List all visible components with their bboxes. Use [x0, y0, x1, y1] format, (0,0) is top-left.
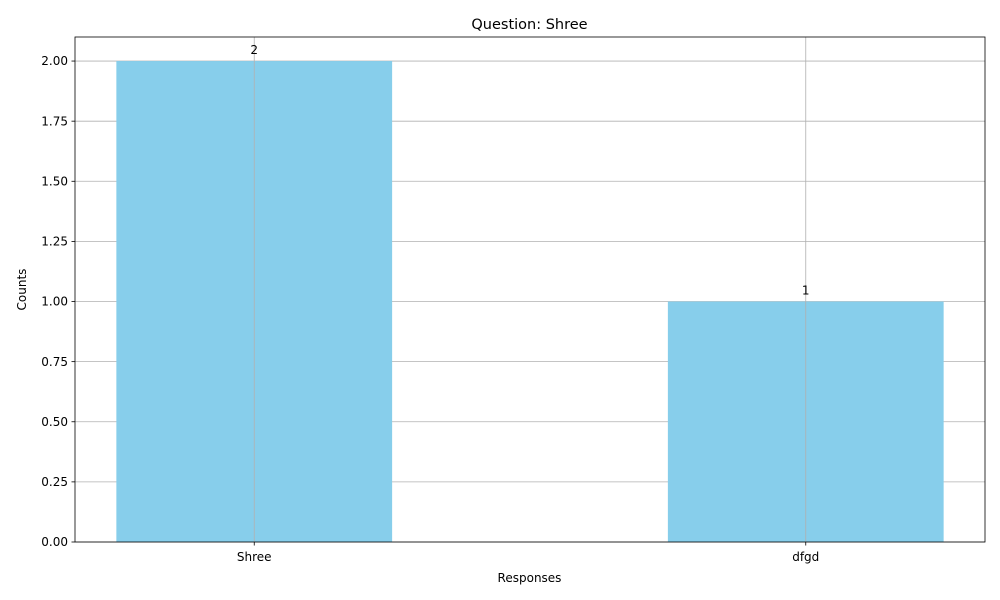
x-tick-label: dfgd: [792, 550, 819, 564]
y-tick-label: 0.00: [41, 535, 68, 549]
y-tick-label: 2.00: [41, 54, 68, 68]
y-tick-label: 1.75: [41, 114, 68, 128]
x-axis-label: Responses: [498, 571, 562, 585]
plot-frame: [74, 36, 986, 543]
ticks-layer: 0.00 0.25 0.50 0.75 1.00 1.25 1.50 1.75 2.00 Shre…: [41, 54, 819, 564]
data-labels-layer: 21: [250, 43, 809, 297]
axes-layer: [74, 36, 986, 543]
chart-title: Question: Shree: [471, 17, 587, 33]
y-axis-label: Counts: [15, 269, 29, 311]
y-tick-label: 1.25: [41, 235, 68, 249]
y-tick-label: 0.25: [41, 475, 68, 489]
y-tick-label: 0.50: [41, 415, 68, 429]
y-tick-label: 1.00: [41, 295, 68, 309]
vertical-grid-layer: [253, 37, 807, 542]
x-tick-label: Shree: [237, 550, 272, 564]
data-label: 2: [250, 43, 258, 57]
y-tick-label: 1.50: [41, 174, 68, 188]
y-tick-label: 0.75: [41, 355, 68, 369]
data-label: 1: [802, 284, 810, 298]
